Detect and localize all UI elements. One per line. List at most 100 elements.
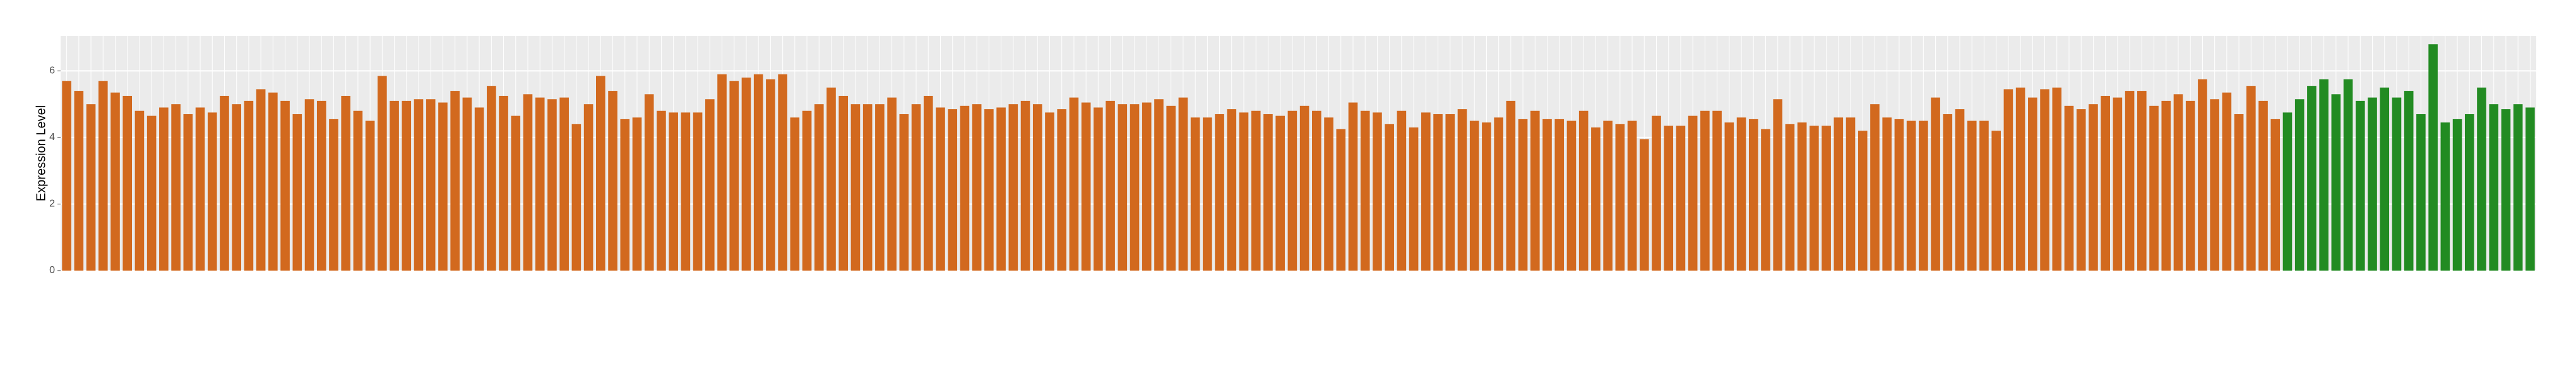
bar	[2076, 109, 2086, 271]
bar	[1299, 105, 1309, 271]
bar	[535, 97, 545, 271]
bar	[280, 100, 290, 271]
bar	[1057, 109, 1067, 271]
bar	[1506, 100, 1516, 271]
bar	[1348, 102, 1358, 271]
bar	[2392, 97, 2402, 271]
bar	[316, 100, 326, 271]
bar	[2040, 89, 2049, 271]
bar	[159, 107, 169, 271]
bar	[1566, 120, 1577, 271]
bar	[1445, 114, 1455, 271]
bar	[2222, 92, 2232, 271]
bar	[717, 74, 727, 271]
bar	[110, 92, 120, 271]
bar	[1069, 97, 1079, 271]
bar	[462, 97, 472, 271]
bar	[2477, 87, 2486, 271]
bar	[620, 119, 630, 271]
bar	[1227, 109, 1237, 271]
bar	[1554, 119, 1565, 271]
bar	[1785, 124, 1795, 271]
bar	[632, 117, 642, 271]
bar	[2125, 91, 2135, 271]
bar	[1724, 122, 1734, 271]
bar	[669, 112, 678, 271]
bar	[1081, 102, 1091, 271]
bar	[778, 74, 787, 271]
bar	[984, 109, 994, 271]
bar	[1882, 117, 1892, 271]
bar	[171, 104, 181, 271]
bar	[1239, 112, 1249, 271]
bar	[511, 115, 521, 271]
bar	[693, 112, 703, 271]
bar	[1118, 104, 1128, 271]
bar	[2525, 107, 2535, 271]
bar	[1130, 104, 1140, 271]
bar	[2028, 97, 2037, 271]
bar	[1810, 126, 1819, 271]
bar	[1834, 117, 1844, 271]
bar	[487, 86, 496, 271]
bar	[1482, 122, 1491, 271]
bar	[1360, 110, 1370, 271]
bar	[1020, 100, 1030, 271]
bar	[523, 94, 533, 271]
bar	[1761, 129, 1770, 271]
bar	[1178, 97, 1188, 271]
bar	[887, 97, 897, 271]
bar	[2161, 100, 2171, 271]
bar	[814, 104, 824, 271]
bar	[2089, 104, 2098, 271]
bar	[1652, 115, 1661, 271]
bar	[390, 100, 399, 271]
bar	[960, 105, 970, 271]
bar	[1494, 117, 1503, 271]
bar	[86, 104, 96, 271]
bar	[353, 110, 363, 271]
bar	[1142, 102, 1152, 271]
bar	[972, 104, 982, 271]
bar	[1797, 122, 1807, 271]
bar	[232, 104, 242, 271]
bar	[1433, 114, 1443, 271]
bar	[2015, 87, 2025, 271]
bar	[705, 99, 715, 271]
bar	[426, 99, 436, 271]
bar	[244, 100, 254, 271]
bar	[2355, 100, 2365, 271]
bar	[1906, 120, 1916, 271]
bar	[2064, 105, 2074, 271]
bar	[729, 81, 739, 271]
bar	[838, 95, 849, 271]
bar	[850, 104, 861, 271]
bar	[1955, 109, 1965, 271]
bar	[1032, 104, 1042, 271]
bar	[1919, 120, 1928, 271]
bar	[923, 95, 933, 271]
y-tick-label: 2	[49, 199, 55, 209]
bar	[2149, 105, 2159, 271]
bar	[657, 110, 666, 271]
bar	[1324, 117, 1333, 271]
bar	[499, 95, 508, 271]
bar	[1943, 114, 1953, 271]
bar	[1822, 126, 1831, 271]
bar	[1263, 114, 1273, 271]
bar	[1275, 115, 1285, 271]
bar	[2246, 86, 2256, 271]
bar	[146, 115, 157, 271]
bar	[2513, 104, 2523, 271]
bar	[438, 102, 448, 271]
bar	[1979, 120, 1989, 271]
bar	[365, 120, 375, 271]
bar	[875, 104, 885, 271]
bar	[1700, 110, 1710, 271]
bar	[1203, 117, 1212, 271]
bar	[1846, 117, 1856, 271]
bar	[1894, 119, 1904, 271]
bar	[1615, 124, 1625, 271]
bar	[1385, 124, 1394, 271]
